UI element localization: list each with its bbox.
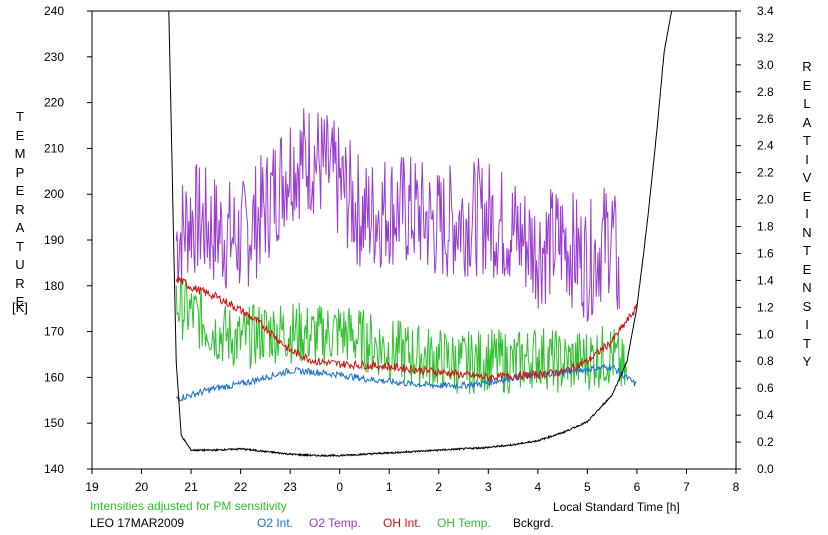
axis-title-letter: R [15, 275, 25, 291]
axis-title-letter: L [803, 96, 811, 111]
axis-title-letter: I [805, 317, 809, 332]
series-layer [168, 10, 673, 458]
left-tick-label: 190 [44, 233, 64, 247]
legend-item: O2 Temp. [309, 516, 361, 530]
right-tick-label: 2.8 [757, 85, 774, 99]
series-bckgrd [168, 10, 673, 458]
x-tick-label: 5 [584, 480, 591, 494]
axis-title-letter: Y [802, 354, 812, 369]
left-axis-unit: [K] [12, 300, 28, 315]
x-tick-label: 1 [386, 480, 393, 494]
axis-layer: 19 20 21 22 23 0 1 2 3 4 5 6 7 8140150160170180190200… [44, 4, 774, 494]
right-tick-label: 1.6 [757, 246, 774, 260]
left-tick-label: 180 [44, 279, 64, 293]
x-tick-label: 19 [85, 480, 99, 494]
right-tick-label: 2.4 [757, 139, 774, 153]
axis-title-letter: E [802, 261, 812, 277]
right-tick-label: 2.6 [757, 112, 774, 126]
right-tick-label: 0.4 [757, 408, 774, 422]
x-tick-label: 4 [535, 480, 542, 494]
axis-title-letter: T [803, 243, 811, 258]
right-tick-label: 1.8 [757, 220, 774, 234]
x-tick-label: 6 [634, 480, 641, 494]
right-tick-label: 0.8 [757, 354, 774, 368]
series-oh-int [175, 275, 637, 383]
x-axis-title: Local Standard Time [h] [553, 500, 680, 514]
axis-title-letter: E [15, 127, 25, 143]
axis-title-letter: P [15, 164, 25, 180]
left-tick-label: 240 [44, 4, 64, 18]
axis-title-letter: T [16, 109, 24, 124]
axis-title-letter: N [802, 280, 812, 295]
series-o2-int [175, 363, 637, 402]
x-tick-label: 3 [485, 480, 492, 494]
legend-item: OH Temp. [437, 516, 491, 530]
right-tick-label: 2.2 [757, 166, 774, 180]
x-tick-label: 2 [435, 480, 442, 494]
x-tick-label: 22 [234, 480, 248, 494]
right-tick-label: 0.2 [757, 435, 774, 449]
axis-title-letter: T [803, 133, 811, 148]
right-tick-label: 2.0 [757, 193, 774, 207]
axis-title-letter: R [802, 59, 812, 74]
axis-title-letter: A [15, 220, 25, 235]
right-tick-label: 1.0 [757, 327, 774, 341]
left-tick-label: 160 [44, 370, 64, 384]
axis-title-letter: T [803, 335, 811, 351]
left-tick-label: 170 [44, 325, 64, 339]
x-tick-label: 20 [135, 480, 149, 494]
x-tick-label: 21 [184, 480, 198, 494]
left-tick-label: 200 [44, 187, 64, 201]
axis-title-letter: A [802, 114, 812, 130]
axis-title-letter: R [15, 201, 25, 217]
axis-title-letter: T [16, 238, 24, 254]
legend-item: OH Int. [383, 516, 422, 530]
axis-title-letter: E [15, 183, 25, 198]
legend-item: O2 Int. [257, 516, 294, 530]
series-oh-temp [175, 277, 627, 394]
axis-title-letter: U [15, 257, 25, 272]
axis-title-letter: S [802, 298, 812, 314]
right-tick-label: 0.0 [757, 462, 774, 476]
x-tick-label: 23 [283, 480, 297, 494]
axis-title-letter: V [802, 170, 812, 185]
x-tick-label: 8 [733, 480, 740, 494]
axis-title-letter: E [802, 77, 812, 93]
series-o2-temp [175, 108, 620, 322]
legend-item: Bckgrd. [513, 516, 554, 530]
right-tick-label: 3.0 [757, 58, 774, 72]
station-date: LEO 17MAR2009 [90, 516, 185, 530]
axis-title-letter: N [802, 224, 812, 240]
right-tick-label: 1.4 [757, 273, 774, 287]
axis-title-letter: E [15, 294, 25, 309]
pm-sensitivity-note: Intensities adjusted for PM sensitivity [90, 499, 287, 513]
right-tick-label: 1.2 [757, 300, 774, 314]
x-tick-label: 7 [683, 480, 690, 494]
axis-title-letter: I [805, 206, 809, 221]
right-tick-label: 0.6 [757, 381, 774, 395]
left-tick-label: 150 [44, 416, 64, 430]
left-tick-label: 210 [44, 141, 64, 155]
axis-title-letter: E [802, 188, 812, 204]
axis-title-letter: I [805, 151, 809, 167]
right-tick-label: 3.2 [757, 31, 774, 45]
axis-title-letter: M [14, 146, 26, 161]
left-tick-label: 220 [44, 96, 64, 110]
right-tick-label: 3.4 [757, 4, 774, 18]
left-tick-label: 140 [44, 462, 64, 476]
x-tick-label: 0 [336, 480, 343, 494]
left-tick-label: 230 [44, 50, 64, 64]
